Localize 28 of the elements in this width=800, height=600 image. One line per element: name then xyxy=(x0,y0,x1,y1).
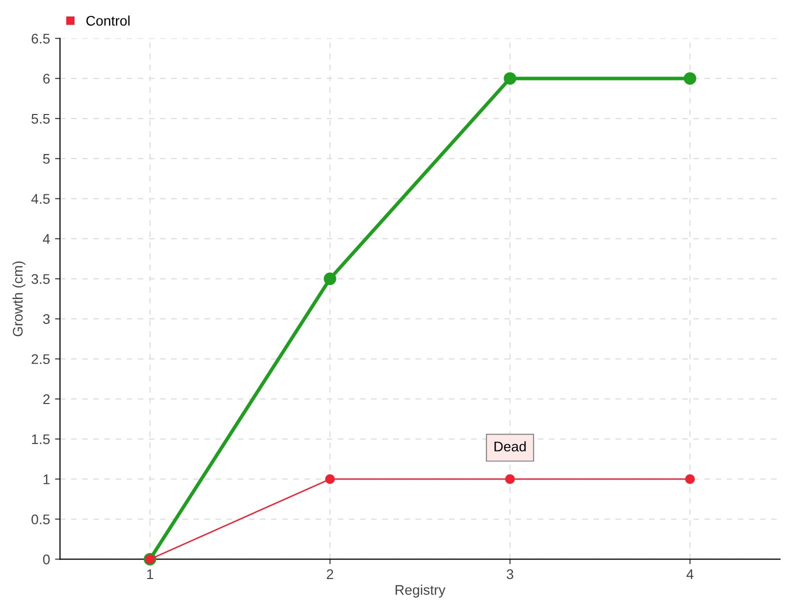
y-tick-label: 5 xyxy=(43,154,50,164)
y-tick-label: 1 xyxy=(44,474,50,484)
legend-label: Control xyxy=(86,16,130,26)
x-tick-label: 4 xyxy=(686,569,694,579)
y-tick-label: 3.5 xyxy=(32,274,50,284)
y-tick-label: 6.5 xyxy=(32,34,50,44)
y-axis-title: Growth (cm) xyxy=(12,261,26,336)
y-tick-label: 2 xyxy=(43,394,50,404)
y-tick-label: 2.5 xyxy=(32,354,50,364)
point xyxy=(684,72,696,85)
x-tick-label: 2 xyxy=(326,569,334,579)
point xyxy=(325,474,335,484)
y-tick-label: 5.5 xyxy=(32,114,50,124)
point xyxy=(505,474,515,484)
point xyxy=(324,272,336,286)
y-tick-label: 1.5 xyxy=(32,434,50,444)
annotation: Dead xyxy=(494,441,526,452)
y-tick-label: 6 xyxy=(43,74,50,84)
y-tick-label: 4 xyxy=(42,234,50,244)
point xyxy=(685,474,695,484)
x-tick-label: 1 xyxy=(147,569,154,579)
point xyxy=(504,72,516,85)
y-tick-label: 0 xyxy=(43,554,50,564)
y-tick-label: 4.5 xyxy=(31,194,50,204)
x-axis-title: Registry xyxy=(396,584,446,598)
y-tick-label: 3 xyxy=(43,314,50,324)
x-tick-label: 3 xyxy=(506,569,514,580)
y-tick-label: 0.5 xyxy=(32,514,50,524)
